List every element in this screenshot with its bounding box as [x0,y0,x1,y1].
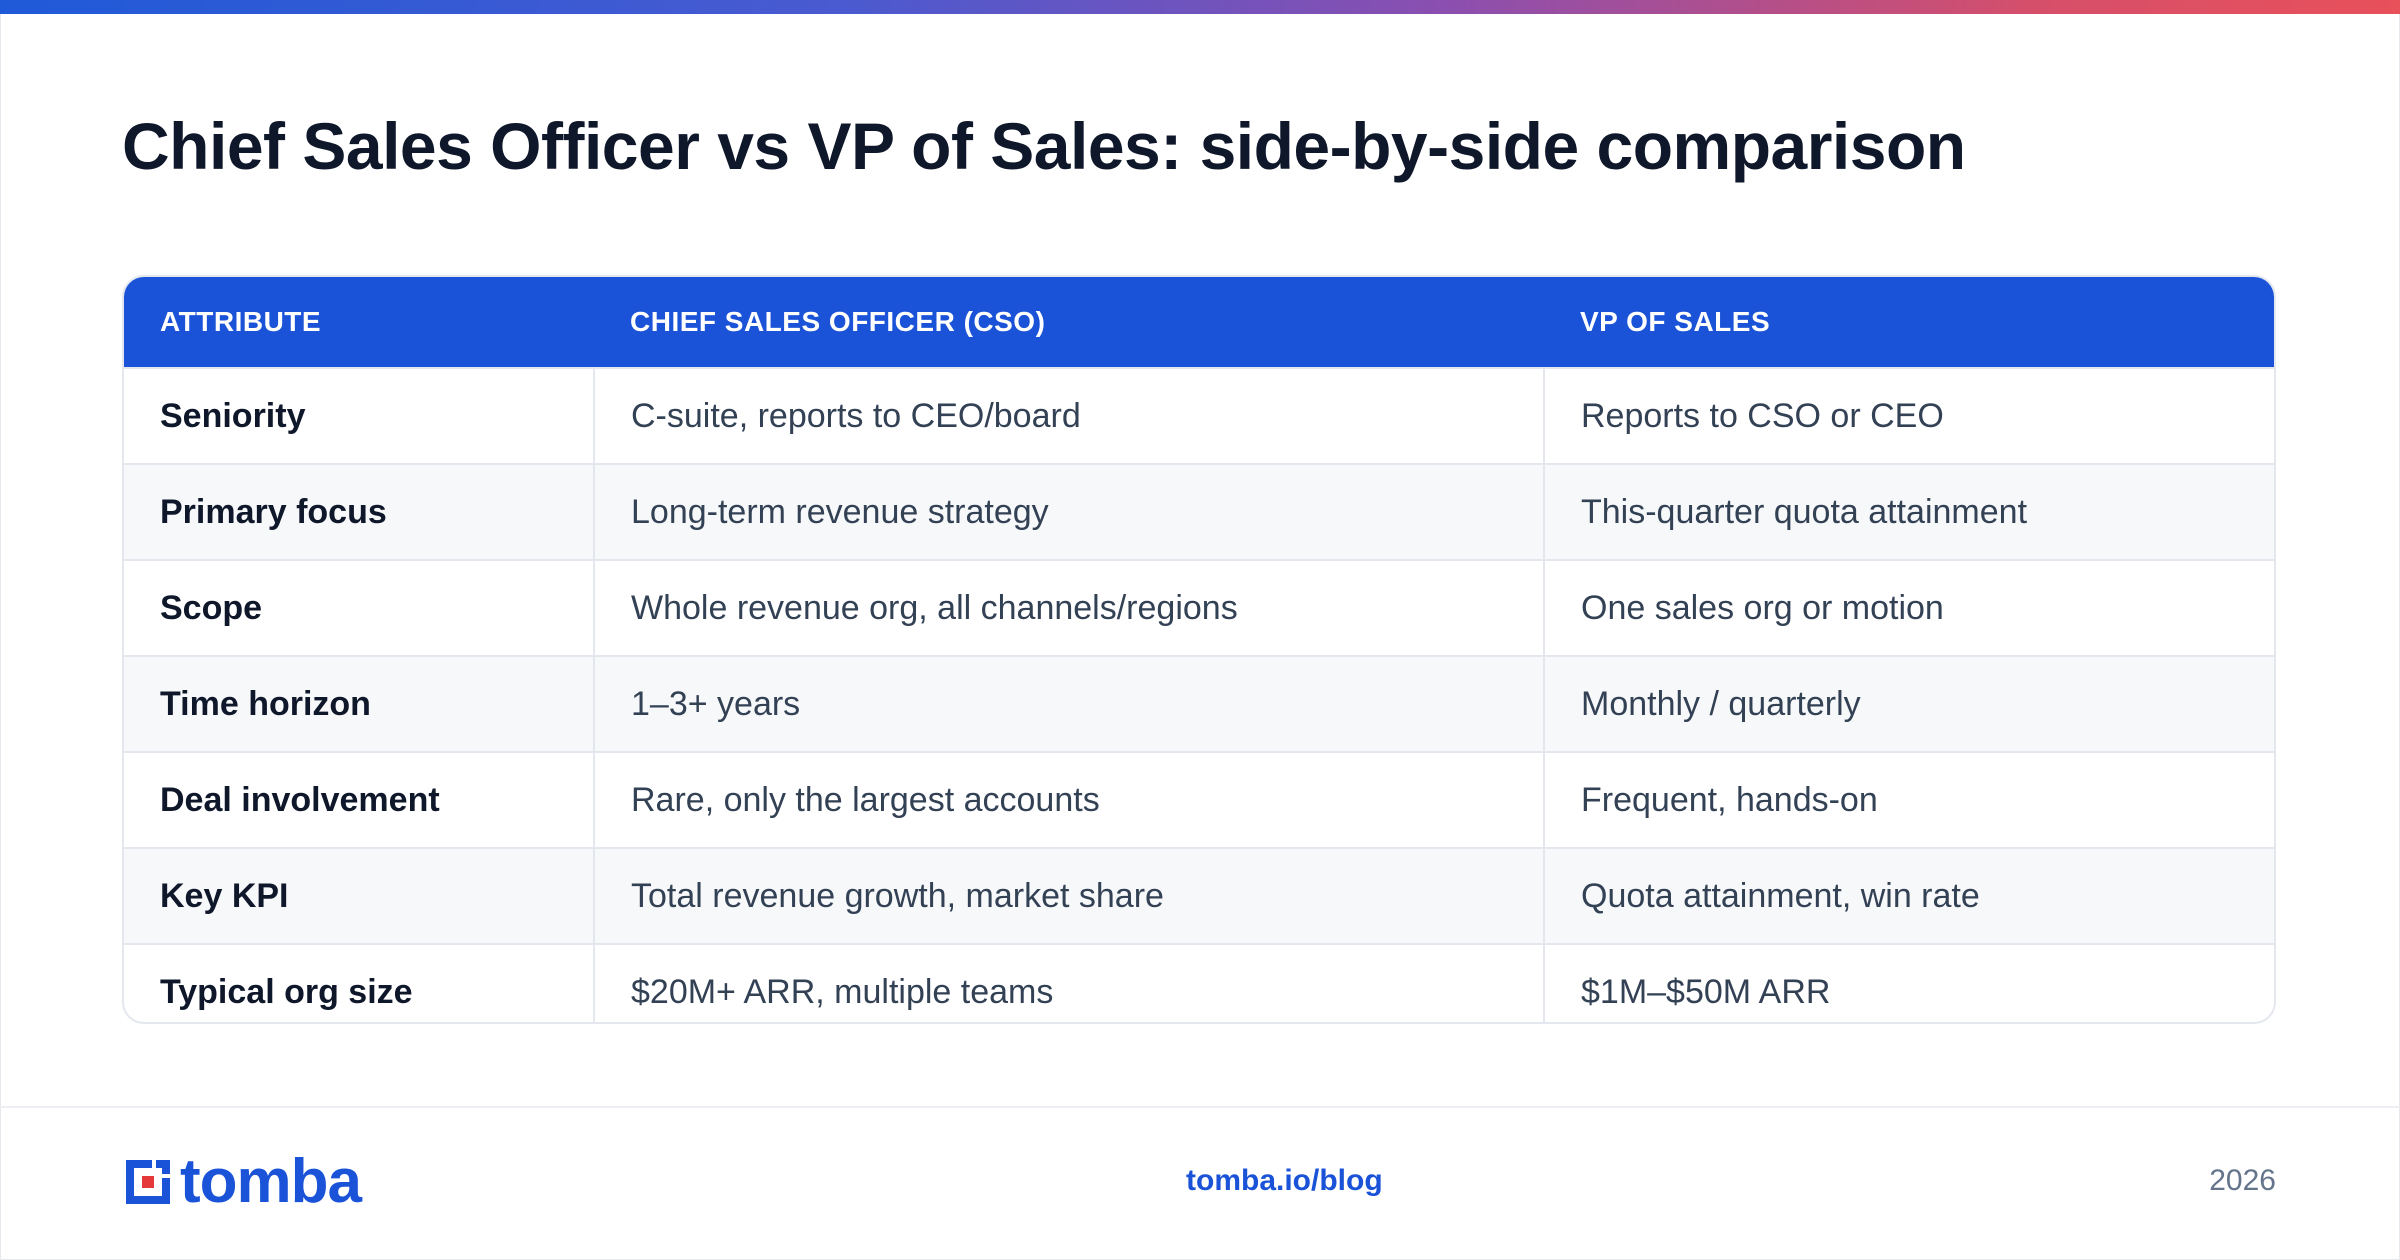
row-vp-value: Quota attainment, win rate [1543,847,2274,944]
table-row: Seniority C-suite, reports to CEO/board … [124,367,2274,464]
year-label: 2026 [2209,1164,2276,1197]
row-attribute: Time horizon [124,655,594,752]
row-attribute: Deal involvement [124,751,594,848]
row-attribute: Scope [124,559,594,656]
table-row: Time horizon 1–3+ years Monthly / quarte… [124,655,2274,752]
header-attribute: ATTRIBUTE [124,277,594,368]
logo-wordmark: tomba [180,1147,362,1216]
row-cso-value: Total revenue growth, market share [593,847,1544,944]
row-attribute: Typical org size [124,943,594,1022]
table-row: Scope Whole revenue org, all channels/re… [124,559,2274,656]
header-vp-sales: VP OF SALES [1544,277,2274,368]
row-vp-value: Reports to CSO or CEO [1543,367,2274,464]
page-title: Chief Sales Officer vs VP of Sales: side… [122,109,1966,183]
comparison-table-container: ATTRIBUTE CHIEF SALES OFFICER (CSO) VP O… [122,275,2276,1024]
table-row: Primary focus Long-term revenue strategy… [124,463,2274,560]
row-vp-value: $1M–$50M ARR [1543,943,2274,1022]
row-vp-value: This-quarter quota attainment [1543,463,2274,560]
gradient-top-bar [0,0,2400,14]
table-row: Key KPI Total revenue growth, market sha… [124,847,2274,944]
footer-divider [0,1106,2400,1108]
row-attribute: Key KPI [124,847,594,944]
table-row: Deal involvement Rare, only the largest … [124,751,2274,848]
tomba-logo-icon [126,1160,170,1204]
header-cso: CHIEF SALES OFFICER (CSO) [594,277,1544,368]
blog-link[interactable]: tomba.io/blog [1186,1164,1383,1197]
row-vp-value: Frequent, hands-on [1543,751,2274,848]
row-attribute: Primary focus [124,463,594,560]
row-cso-value: Rare, only the largest accounts [593,751,1544,848]
row-attribute: Seniority [124,367,594,464]
row-cso-value: 1–3+ years [593,655,1544,752]
table-row: Typical org size $20M+ ARR, multiple tea… [124,943,2274,1022]
row-vp-value: One sales org or motion [1543,559,2274,656]
row-cso-value: Long-term revenue strategy [593,463,1544,560]
row-vp-value: Monthly / quarterly [1543,655,2274,752]
row-cso-value: C-suite, reports to CEO/board [593,367,1544,464]
table-header-row: ATTRIBUTE CHIEF SALES OFFICER (CSO) VP O… [124,277,2274,368]
row-cso-value: $20M+ ARR, multiple teams [593,943,1544,1022]
tomba-logo[interactable]: tomba [122,1147,362,1216]
row-cso-value: Whole revenue org, all channels/regions [593,559,1544,656]
comparison-table: ATTRIBUTE CHIEF SALES OFFICER (CSO) VP O… [124,277,2274,1022]
